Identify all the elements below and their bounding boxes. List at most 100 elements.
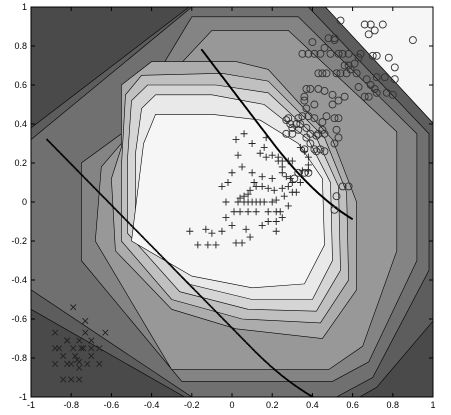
x-point bbox=[64, 337, 71, 344]
boundary-dot bbox=[68, 161, 71, 164]
plus-point bbox=[248, 169, 256, 177]
circle-point bbox=[306, 139, 315, 148]
boundary-dot bbox=[165, 260, 168, 263]
boundary-dot bbox=[77, 170, 80, 173]
plus-point bbox=[250, 179, 258, 186]
y-tick-label: 0.6 bbox=[14, 80, 27, 90]
boundary-dot bbox=[159, 254, 162, 257]
boundary-dot bbox=[78, 171, 81, 174]
boundary-dot bbox=[48, 141, 51, 144]
circle-point bbox=[302, 104, 311, 113]
plus-point bbox=[218, 182, 226, 190]
boundary-dot bbox=[239, 335, 242, 338]
plus-point bbox=[204, 241, 212, 249]
plus-point bbox=[304, 153, 312, 161]
x-tick-label: -1 bbox=[27, 400, 35, 410]
boundary-dot bbox=[183, 278, 186, 281]
boundary-dot bbox=[252, 349, 255, 352]
boundary-dot bbox=[105, 199, 108, 202]
boundary-dot bbox=[63, 156, 66, 159]
plus-point bbox=[296, 179, 304, 186]
boundary-dot bbox=[123, 217, 126, 220]
plus-point bbox=[264, 184, 272, 192]
plus-point bbox=[304, 161, 312, 169]
circle-point bbox=[370, 84, 379, 93]
circle-point bbox=[318, 118, 327, 127]
circle-point bbox=[352, 69, 361, 78]
circle-point bbox=[310, 114, 319, 123]
plus-point bbox=[262, 153, 270, 161]
x-point bbox=[76, 364, 83, 371]
x-point bbox=[52, 329, 59, 336]
plus-point bbox=[230, 208, 238, 216]
boundary-dot bbox=[125, 219, 128, 222]
boundary-dot bbox=[327, 404, 329, 406]
circle-point bbox=[370, 26, 379, 35]
boundary-dot bbox=[339, 409, 341, 411]
boundary-dot bbox=[67, 160, 70, 163]
boundary-dot bbox=[180, 275, 183, 278]
x-point bbox=[82, 329, 89, 336]
x-point bbox=[88, 345, 95, 352]
x-point bbox=[60, 376, 67, 383]
boundary-dot bbox=[157, 251, 159, 254]
y-tick-label: -0.8 bbox=[11, 353, 27, 363]
boundary-dot bbox=[200, 296, 203, 298]
boundary-dot bbox=[53, 146, 56, 149]
boundary-dot bbox=[216, 312, 219, 315]
plus-point bbox=[232, 239, 240, 247]
boundary-dot bbox=[81, 174, 83, 177]
circle-point bbox=[336, 69, 345, 78]
x-point bbox=[52, 345, 59, 352]
plus-point bbox=[232, 136, 240, 144]
circle-point bbox=[384, 53, 393, 62]
boundary-dot bbox=[322, 401, 324, 403]
boundary-dot bbox=[107, 200, 110, 203]
boundary-dot bbox=[181, 277, 184, 279]
x-point bbox=[96, 345, 103, 352]
boundary-dot bbox=[208, 303, 211, 306]
boundary-dot bbox=[325, 403, 327, 405]
boundary-dot bbox=[193, 288, 196, 291]
x-tick-label: 0.8 bbox=[387, 400, 400, 410]
x-point bbox=[74, 356, 81, 364]
circle-point bbox=[350, 59, 359, 68]
plus-point bbox=[272, 196, 280, 204]
boundary-dot bbox=[109, 203, 112, 206]
x-point bbox=[102, 329, 109, 336]
circle-point bbox=[372, 88, 381, 97]
plus-point bbox=[258, 221, 266, 229]
plus-point bbox=[296, 143, 304, 151]
boundary-dot bbox=[198, 293, 201, 296]
plus-point bbox=[262, 134, 270, 142]
boundary-dot bbox=[128, 222, 131, 225]
y-tick-label: 0.2 bbox=[14, 158, 27, 168]
boundary-dot bbox=[133, 227, 136, 230]
plus-point bbox=[208, 229, 216, 237]
circle-point bbox=[330, 139, 339, 148]
circle-point bbox=[332, 69, 341, 78]
boundary-dot bbox=[134, 228, 137, 231]
circle-point bbox=[306, 84, 315, 93]
circle-point bbox=[320, 86, 329, 95]
circle-point bbox=[390, 75, 399, 84]
x-tick-label: -0.4 bbox=[144, 400, 160, 410]
plus-point bbox=[260, 198, 268, 206]
boundary-dot bbox=[333, 407, 335, 409]
circle-point bbox=[354, 83, 363, 91]
plus-point bbox=[252, 208, 260, 216]
plus-point bbox=[202, 225, 210, 233]
y-tick-label: 0 bbox=[22, 197, 27, 207]
circle-point bbox=[346, 65, 355, 74]
boundary-dot bbox=[257, 354, 260, 357]
plus-point bbox=[246, 233, 254, 241]
circle-point bbox=[330, 36, 339, 45]
boundary-dot bbox=[167, 261, 169, 264]
boundary-dot bbox=[328, 404, 330, 406]
boundary-dot bbox=[340, 410, 342, 412]
y-tick-label: 1 bbox=[22, 2, 27, 12]
boundary-dot bbox=[189, 284, 192, 287]
plus-point bbox=[228, 169, 236, 177]
circle-point bbox=[294, 114, 303, 123]
